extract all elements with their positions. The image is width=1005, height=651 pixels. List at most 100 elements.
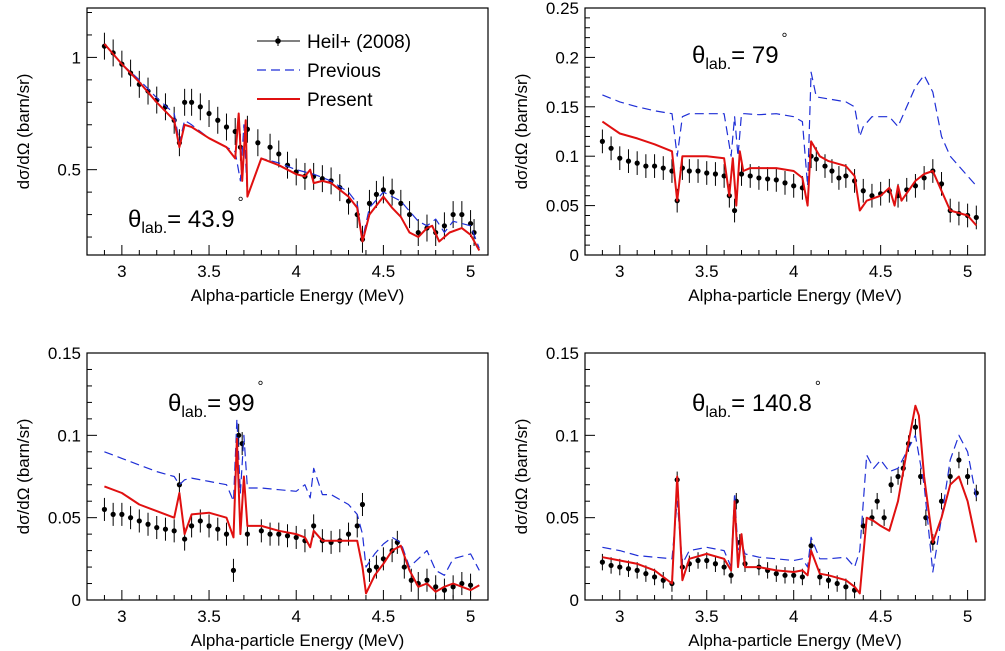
y-tick-label: 0.2	[555, 48, 579, 67]
y-tick-label: 0	[570, 246, 579, 265]
data-point	[441, 223, 448, 229]
data-point	[319, 176, 325, 182]
series-line-previous	[602, 71, 977, 187]
data-point	[145, 521, 151, 527]
plot-frame	[86, 7, 489, 256]
data-point	[206, 110, 212, 117]
x-tick-label: 3	[615, 262, 624, 281]
y-axis-title: dσ/dΩ (barn/sr)	[512, 419, 531, 535]
y-tick-label: 0.15	[546, 98, 579, 117]
data-point	[441, 587, 448, 593]
data-point	[634, 567, 640, 573]
x-axis-title: Alpha-particle Energy (MeV)	[191, 286, 405, 305]
data-point	[651, 574, 658, 580]
y-axis-title: dσ/dΩ (barn/sr)	[14, 74, 33, 190]
data-point	[415, 229, 421, 236]
data-point	[608, 145, 614, 151]
data-point	[825, 577, 832, 583]
data-point	[389, 189, 395, 195]
data-point	[311, 523, 317, 529]
data-point	[459, 211, 465, 218]
data-point	[843, 173, 849, 179]
angle-label: θlab.= 79°	[692, 30, 788, 73]
x-tick-label: 5	[466, 262, 475, 281]
data-point	[874, 498, 880, 504]
y-tick-label: 0.1	[57, 426, 81, 445]
data-point	[398, 200, 404, 206]
x-axis-title: Alpha-particle Energy (MeV)	[191, 631, 405, 650]
data-point	[773, 571, 779, 577]
angle-label: θlab.= 140.8°	[692, 378, 821, 421]
data-point	[822, 163, 828, 169]
x-tick-label: 4.5	[869, 607, 893, 626]
data-point	[881, 515, 887, 521]
data-point	[921, 175, 927, 181]
data-point	[686, 168, 692, 174]
data-point	[244, 531, 250, 537]
data-point	[695, 557, 701, 564]
data-point	[643, 163, 649, 169]
y-tick-label: 0.25	[546, 0, 579, 18]
data-point	[912, 424, 919, 430]
data-point	[380, 187, 386, 193]
x-tick-label: 3.5	[695, 262, 719, 281]
data-point	[373, 564, 380, 570]
data-point	[424, 577, 430, 583]
data-point	[782, 180, 788, 186]
data-point	[704, 170, 710, 176]
data-point	[101, 506, 108, 513]
data-point	[791, 572, 797, 578]
x-tick-label: 4	[789, 607, 798, 626]
data-point	[450, 211, 456, 218]
data-point	[712, 171, 719, 177]
y-tick-label: 0.5	[57, 161, 81, 180]
data-point	[359, 501, 366, 508]
data-point	[127, 515, 134, 521]
data-point	[912, 183, 919, 189]
data-point	[276, 151, 282, 157]
data-point	[459, 580, 465, 587]
y-tick-label: 0.1	[555, 147, 579, 166]
data-point	[236, 432, 242, 438]
data-point	[938, 181, 945, 187]
data-point	[895, 473, 901, 480]
x-axis-title: Alpha-particle Energy (MeV)	[688, 286, 902, 305]
data-point	[965, 473, 971, 480]
data-point	[625, 158, 632, 164]
data-point	[704, 557, 710, 564]
data-point	[215, 526, 221, 532]
data-point	[765, 176, 771, 182]
data-point	[731, 207, 738, 214]
data-point	[829, 168, 835, 174]
data-point	[773, 177, 779, 183]
data-point	[617, 155, 623, 161]
x-tick-label: 5	[963, 262, 972, 281]
data-point	[695, 168, 701, 174]
data-point	[189, 99, 195, 105]
data-point	[197, 518, 203, 524]
data-point	[433, 584, 439, 590]
data-point	[869, 193, 875, 199]
y-tick-label: 1	[72, 48, 81, 67]
data-point	[860, 188, 866, 194]
panel-1: 3 3.5 4 4.5 5 0.5 1 Alpha-particle Energy (MeV)…	[14, 7, 489, 305]
data-point	[276, 531, 282, 537]
data-point	[267, 531, 273, 537]
series-line-present	[104, 437, 480, 595]
x-tick-label: 3.5	[197, 262, 221, 281]
series-line-present	[601, 120, 978, 227]
panel-4: 3 3.5 4 4.5 5 0 0.05 0.1 0.15 Alpha-particle Ener…	[512, 344, 986, 650]
y-tick-label: 0.15	[546, 344, 579, 363]
x-tick-label: 3	[117, 607, 126, 626]
series-line-previous	[103, 43, 480, 249]
data-point	[799, 574, 805, 580]
data-point	[189, 523, 195, 529]
data-point	[255, 140, 261, 146]
series-line-previous	[602, 434, 977, 573]
legend-label: Heil+ (2008)	[307, 32, 411, 53]
data-point	[182, 99, 188, 105]
plot-frame	[584, 352, 986, 601]
data-point	[345, 531, 352, 537]
x-tick-label: 3.5	[695, 607, 719, 626]
